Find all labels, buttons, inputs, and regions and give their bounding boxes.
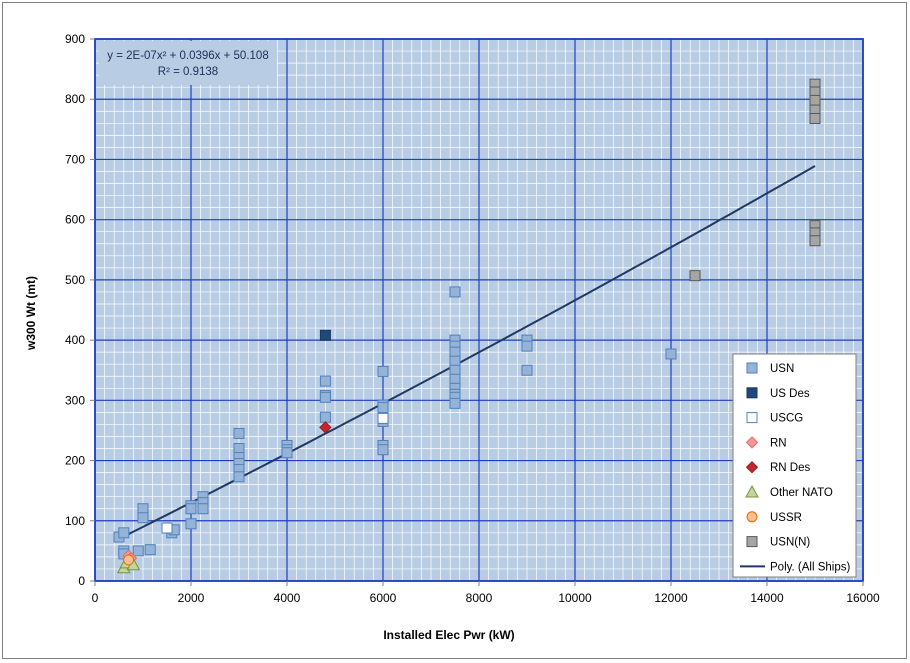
- data-point-uscg: [377, 412, 389, 424]
- y-tick-label: 900: [65, 32, 85, 46]
- data-point-usn: [144, 544, 156, 556]
- data-point-us-des: [319, 329, 331, 341]
- data-point-usn: [118, 527, 130, 539]
- data-point-usn: [449, 346, 461, 358]
- scatter-chart: 0 2000 4000 6000 8000 10000 12000 14000 16000 0 10…: [24, 32, 880, 642]
- y-tick-label: 800: [65, 92, 85, 106]
- y-tick-label: 100: [65, 514, 85, 528]
- legend-swatch-us-des: [746, 387, 758, 399]
- legend: USN US Des USCG RN RN Des Other NATO USSR USN(N…: [732, 353, 857, 578]
- y-axis-label: w300 Wt (mt): [24, 276, 38, 351]
- x-tick-label: 10000: [558, 591, 592, 605]
- data-point-usn: [521, 340, 533, 352]
- x-tick-label: 12000: [654, 591, 688, 605]
- data-point-usn: [377, 365, 389, 377]
- data-point-usn: [185, 503, 197, 515]
- legend-swatch-uscg: [746, 412, 758, 424]
- x-tick-label: 0: [92, 591, 99, 605]
- data-point-usn: [449, 373, 461, 385]
- y-tick-label: 0: [78, 574, 85, 588]
- x-axis-label: Installed Elec Pwr (kW): [383, 628, 514, 642]
- legend-swatch-usn: [746, 362, 758, 374]
- r-squared-text: R² = 0.9138: [158, 66, 218, 78]
- y-tick-label: 600: [65, 213, 85, 227]
- x-tick-label: 8000: [466, 591, 493, 605]
- data-point-usn-n: [809, 235, 821, 247]
- data-point-usn: [233, 443, 245, 455]
- data-point-usn: [137, 512, 149, 524]
- legend-label-other-nato: Other NATO: [770, 487, 833, 499]
- legend-label-uscg: USCG: [770, 413, 803, 425]
- legend-label-ussr: USSR: [770, 512, 802, 524]
- legend-label-usn: USN: [770, 363, 794, 375]
- data-point-usn: [665, 348, 677, 360]
- equation-box-bg: [99, 41, 277, 85]
- y-tick-label: 300: [65, 393, 85, 407]
- data-point-usn: [449, 286, 461, 298]
- data-point-usn-n: [809, 112, 821, 124]
- x-tick-label: 2000: [178, 591, 205, 605]
- data-point-ussr: [123, 554, 135, 566]
- legend-swatch-usn-n: [746, 536, 758, 548]
- data-point-usn-n: [689, 270, 701, 282]
- data-point-usn: [319, 391, 331, 403]
- legend-swatch-rn: [745, 436, 759, 449]
- data-point-usn: [185, 518, 197, 530]
- data-point-usn: [377, 402, 389, 414]
- data-point-usn: [521, 364, 533, 376]
- data-point-usn: [197, 503, 209, 515]
- data-point-usn: [233, 427, 245, 439]
- y-tick-label: 700: [65, 152, 85, 166]
- y-tick-label: 400: [65, 333, 85, 347]
- data-point-usn: [319, 411, 331, 423]
- legend-swatch-ussr: [746, 511, 758, 523]
- plot-area: [94, 38, 864, 582]
- legend-label-rn: RN: [770, 437, 787, 449]
- data-point-usn: [377, 444, 389, 456]
- data-point-usn: [319, 375, 331, 387]
- data-point-usn: [449, 364, 461, 376]
- legend-swatch-rn-des: [745, 460, 759, 474]
- axes: 0 2000 4000 6000 8000 10000 12000 14000 16000 0 10…: [65, 32, 880, 605]
- data-point-usn: [137, 503, 149, 515]
- data-point-usn: [233, 471, 245, 483]
- data-point-uscg: [161, 522, 173, 534]
- data-point-rn-des: [319, 421, 332, 434]
- legend-label-us-des: US Des: [770, 388, 810, 400]
- data-marks: [113, 78, 821, 574]
- x-tick-label: 14000: [750, 591, 784, 605]
- data-point-usn: [449, 397, 461, 409]
- equation-text: y = 2E-07x² + 0.0396x + 50.108: [107, 50, 268, 62]
- legend-swatch-other-nato: [745, 484, 759, 498]
- y-tick-label: 500: [65, 273, 85, 287]
- y-tick-label: 200: [65, 454, 85, 468]
- data-point-usn: [449, 355, 461, 367]
- x-tick-label: 4000: [274, 591, 301, 605]
- data-point-usn-n: [809, 94, 821, 106]
- x-tick-label: 16000: [846, 591, 880, 605]
- legend-label-rn-des: RN Des: [770, 462, 811, 474]
- legend-label-poly-all-ships: Poly. (All Ships): [770, 561, 850, 573]
- legend-label-usn-n: USN(N): [770, 537, 810, 549]
- data-point-usn: [132, 545, 144, 557]
- equation-box: y = 2E-07x² + 0.0396x + 50.108 R² = 0.91…: [99, 41, 277, 85]
- x-tick-label: 6000: [370, 591, 397, 605]
- data-point-usn: [281, 447, 293, 459]
